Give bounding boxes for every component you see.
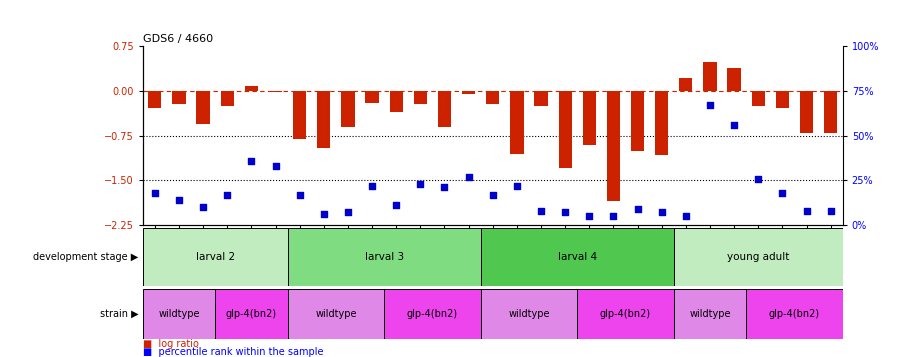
Bar	[752, 91, 764, 106]
Bar	[679, 78, 693, 91]
Text: GDS6 / 4660: GDS6 / 4660	[143, 34, 213, 44]
Bar	[366, 91, 379, 103]
Point	[751, 176, 765, 181]
Bar	[481, 289, 577, 339]
Bar	[287, 228, 481, 286]
Bar	[414, 91, 427, 104]
Bar	[534, 91, 548, 106]
Bar	[216, 289, 287, 339]
Text: wildtype: wildtype	[158, 309, 200, 319]
Text: glp-4(bn2): glp-4(bn2)	[226, 309, 277, 319]
Point	[630, 206, 645, 212]
Bar	[746, 289, 843, 339]
Point	[679, 213, 694, 219]
Point	[775, 190, 789, 196]
Point	[171, 197, 186, 203]
Bar	[293, 91, 307, 139]
Bar	[481, 228, 674, 286]
Point	[413, 181, 427, 187]
Text: larval 4: larval 4	[557, 252, 597, 262]
Bar	[143, 228, 287, 286]
Bar	[577, 289, 674, 339]
Text: development stage ▶: development stage ▶	[33, 252, 138, 262]
Text: larval 2: larval 2	[195, 252, 235, 262]
Text: wildtype: wildtype	[689, 309, 730, 319]
Point	[654, 210, 669, 215]
Point	[317, 211, 332, 217]
Bar	[384, 289, 481, 339]
Point	[727, 122, 741, 128]
Point	[606, 213, 621, 219]
Text: larval 3: larval 3	[365, 252, 403, 262]
Bar	[510, 91, 523, 154]
Bar	[824, 91, 837, 133]
Bar	[437, 91, 451, 127]
Text: strain ▶: strain ▶	[99, 309, 138, 319]
Point	[244, 158, 259, 164]
Bar	[674, 289, 746, 339]
Point	[341, 210, 356, 215]
Bar	[704, 62, 717, 91]
Point	[799, 208, 814, 213]
Text: wildtype: wildtype	[508, 309, 550, 319]
Point	[558, 210, 573, 215]
Bar	[221, 91, 234, 106]
Bar	[342, 91, 355, 127]
Bar	[143, 289, 216, 339]
Text: glp-4(bn2): glp-4(bn2)	[407, 309, 458, 319]
Point	[196, 204, 211, 210]
Text: glp-4(bn2): glp-4(bn2)	[600, 309, 651, 319]
Point	[509, 183, 524, 188]
Bar	[655, 91, 669, 155]
Point	[365, 183, 379, 188]
Bar	[799, 91, 813, 133]
Point	[437, 185, 452, 190]
Bar	[287, 289, 384, 339]
Point	[268, 163, 283, 169]
Point	[823, 208, 838, 213]
Bar	[269, 91, 282, 92]
Bar	[148, 91, 161, 108]
Bar	[631, 91, 644, 151]
Text: young adult: young adult	[727, 252, 789, 262]
Point	[461, 174, 476, 180]
Point	[533, 208, 548, 213]
Bar	[607, 91, 620, 201]
Bar	[390, 91, 402, 112]
Point	[582, 213, 597, 219]
Point	[485, 192, 500, 197]
Point	[220, 192, 235, 197]
Point	[389, 202, 403, 208]
Bar	[728, 69, 740, 91]
Bar	[462, 91, 475, 94]
Point	[703, 102, 717, 108]
Bar	[486, 91, 499, 104]
Bar	[775, 91, 789, 108]
Bar	[245, 86, 258, 91]
Bar	[317, 91, 331, 147]
Bar	[558, 91, 572, 169]
Bar	[674, 228, 843, 286]
Text: wildtype: wildtype	[315, 309, 356, 319]
Bar	[583, 91, 596, 145]
Text: ■  log ratio: ■ log ratio	[143, 340, 199, 350]
Text: ■  percentile rank within the sample: ■ percentile rank within the sample	[143, 347, 323, 357]
Text: glp-4(bn2): glp-4(bn2)	[769, 309, 820, 319]
Point	[147, 190, 162, 196]
Bar	[196, 91, 210, 124]
Bar	[172, 91, 186, 104]
Point	[292, 192, 307, 197]
